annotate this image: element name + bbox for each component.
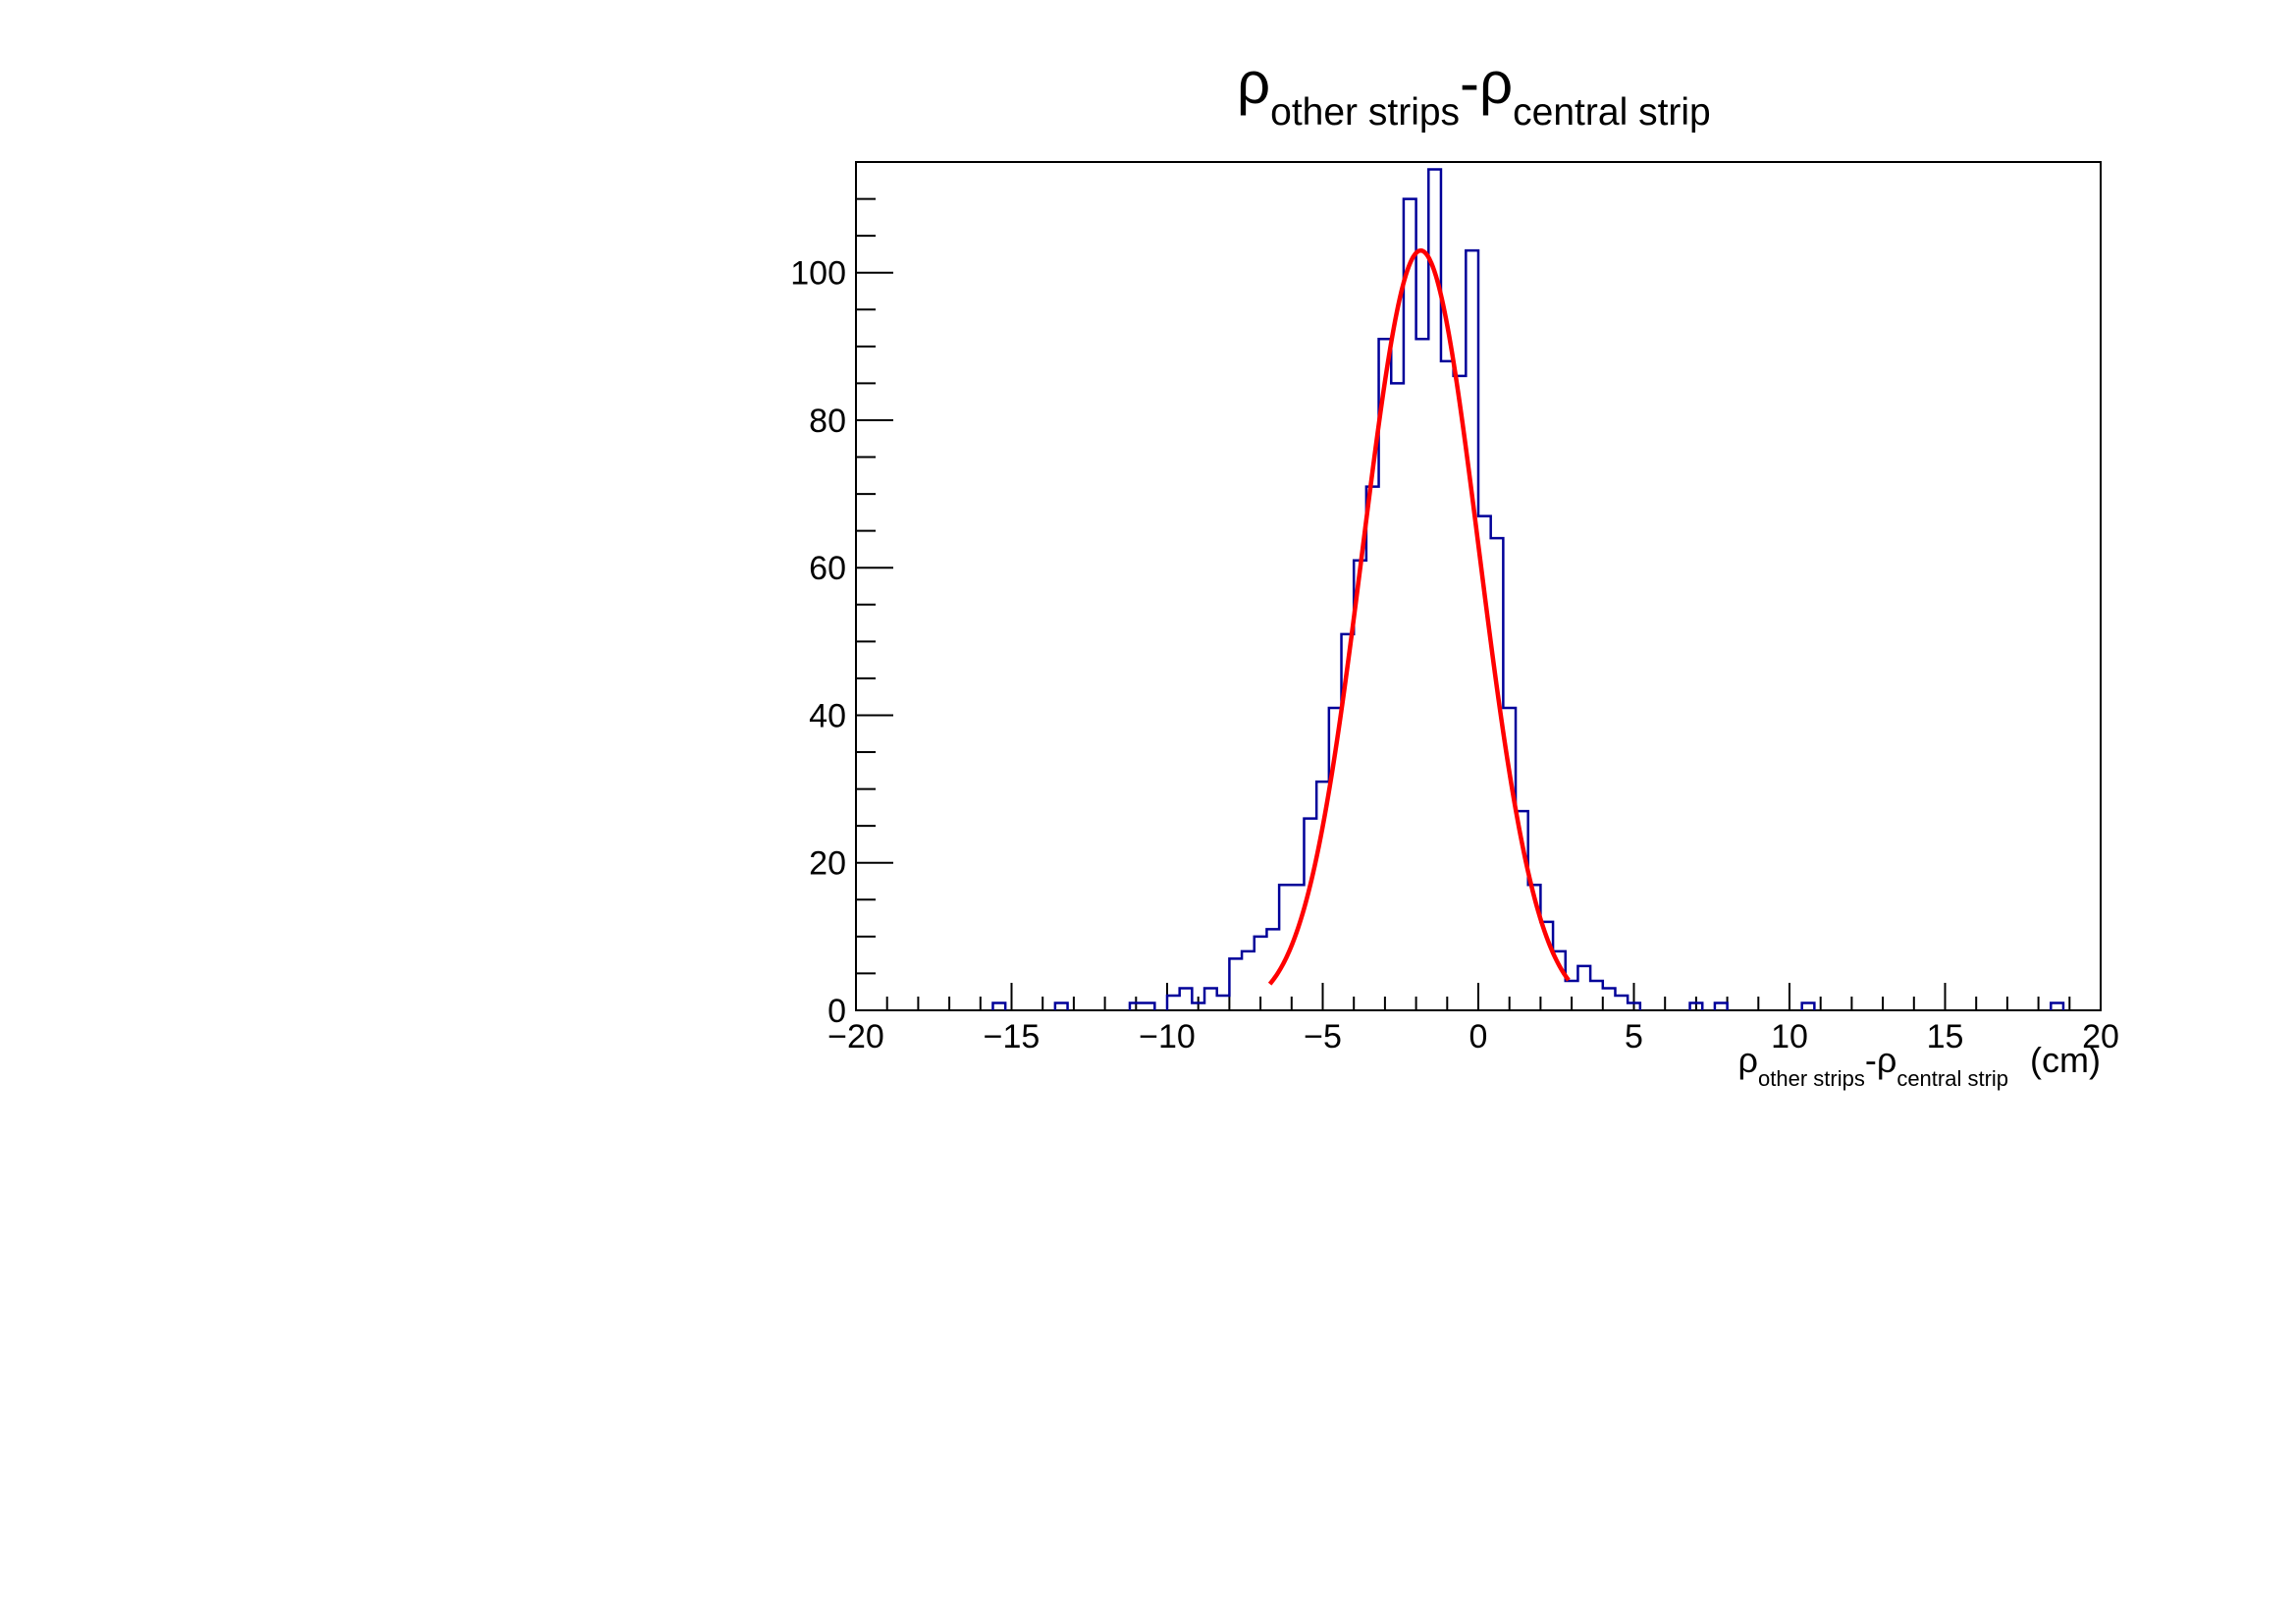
y-tick-label: 80	[809, 403, 846, 440]
y-axis-tick-labels: 0 20 40 60 80 100	[790, 255, 846, 1030]
xlabel-subscript-2: central strip	[1896, 1066, 2008, 1091]
title-rho-2: ρ	[1479, 50, 1513, 116]
y-axis-ticks	[856, 161, 893, 1011]
title-dash: -	[1460, 50, 1479, 116]
x-tick-label: 15	[1927, 1018, 1964, 1055]
chart-title: ρother strips-ρcentral strip	[1237, 50, 1711, 134]
title-rho-1: ρ	[1237, 50, 1270, 116]
x-tick-label: −5	[1304, 1018, 1342, 1055]
xlabel-rho-2: ρ	[1877, 1040, 1896, 1080]
y-tick-label: 100	[790, 255, 846, 293]
title-subscript-2: central strip	[1513, 91, 1711, 134]
y-tick-label: 0	[828, 993, 846, 1030]
xlabel-dash: -	[1865, 1040, 1877, 1080]
x-tick-label: 20	[2082, 1018, 2119, 1055]
y-tick-label: 20	[809, 845, 846, 883]
xlabel-rho-1: ρ	[1738, 1040, 1758, 1080]
x-axis-tick-labels: −20 −15 −10 −5 0 5 10 15 20	[828, 1018, 2119, 1055]
xlabel-subscript-1: other strips	[1758, 1066, 1865, 1091]
x-axis-ticks	[855, 983, 2102, 1010]
x-tick-label: −20	[828, 1018, 884, 1055]
xlabel-unit: (cm)	[2030, 1040, 2101, 1080]
title-subscript-1: other strips	[1270, 91, 1460, 134]
y-tick-label: 40	[809, 697, 846, 734]
x-tick-label: −10	[1139, 1018, 1196, 1055]
x-tick-label: −15	[984, 1018, 1041, 1055]
x-tick-label: 0	[1469, 1018, 1488, 1055]
x-axis-label: ρother strips-ρcentral strip (cm)	[1738, 1040, 2101, 1091]
x-tick-label: 10	[1771, 1018, 1808, 1055]
histogram-series	[991, 168, 2065, 1010]
y-tick-label: 60	[809, 550, 846, 587]
gaussian-fit-curve	[1267, 247, 1571, 986]
x-tick-label: 5	[1625, 1018, 1643, 1055]
